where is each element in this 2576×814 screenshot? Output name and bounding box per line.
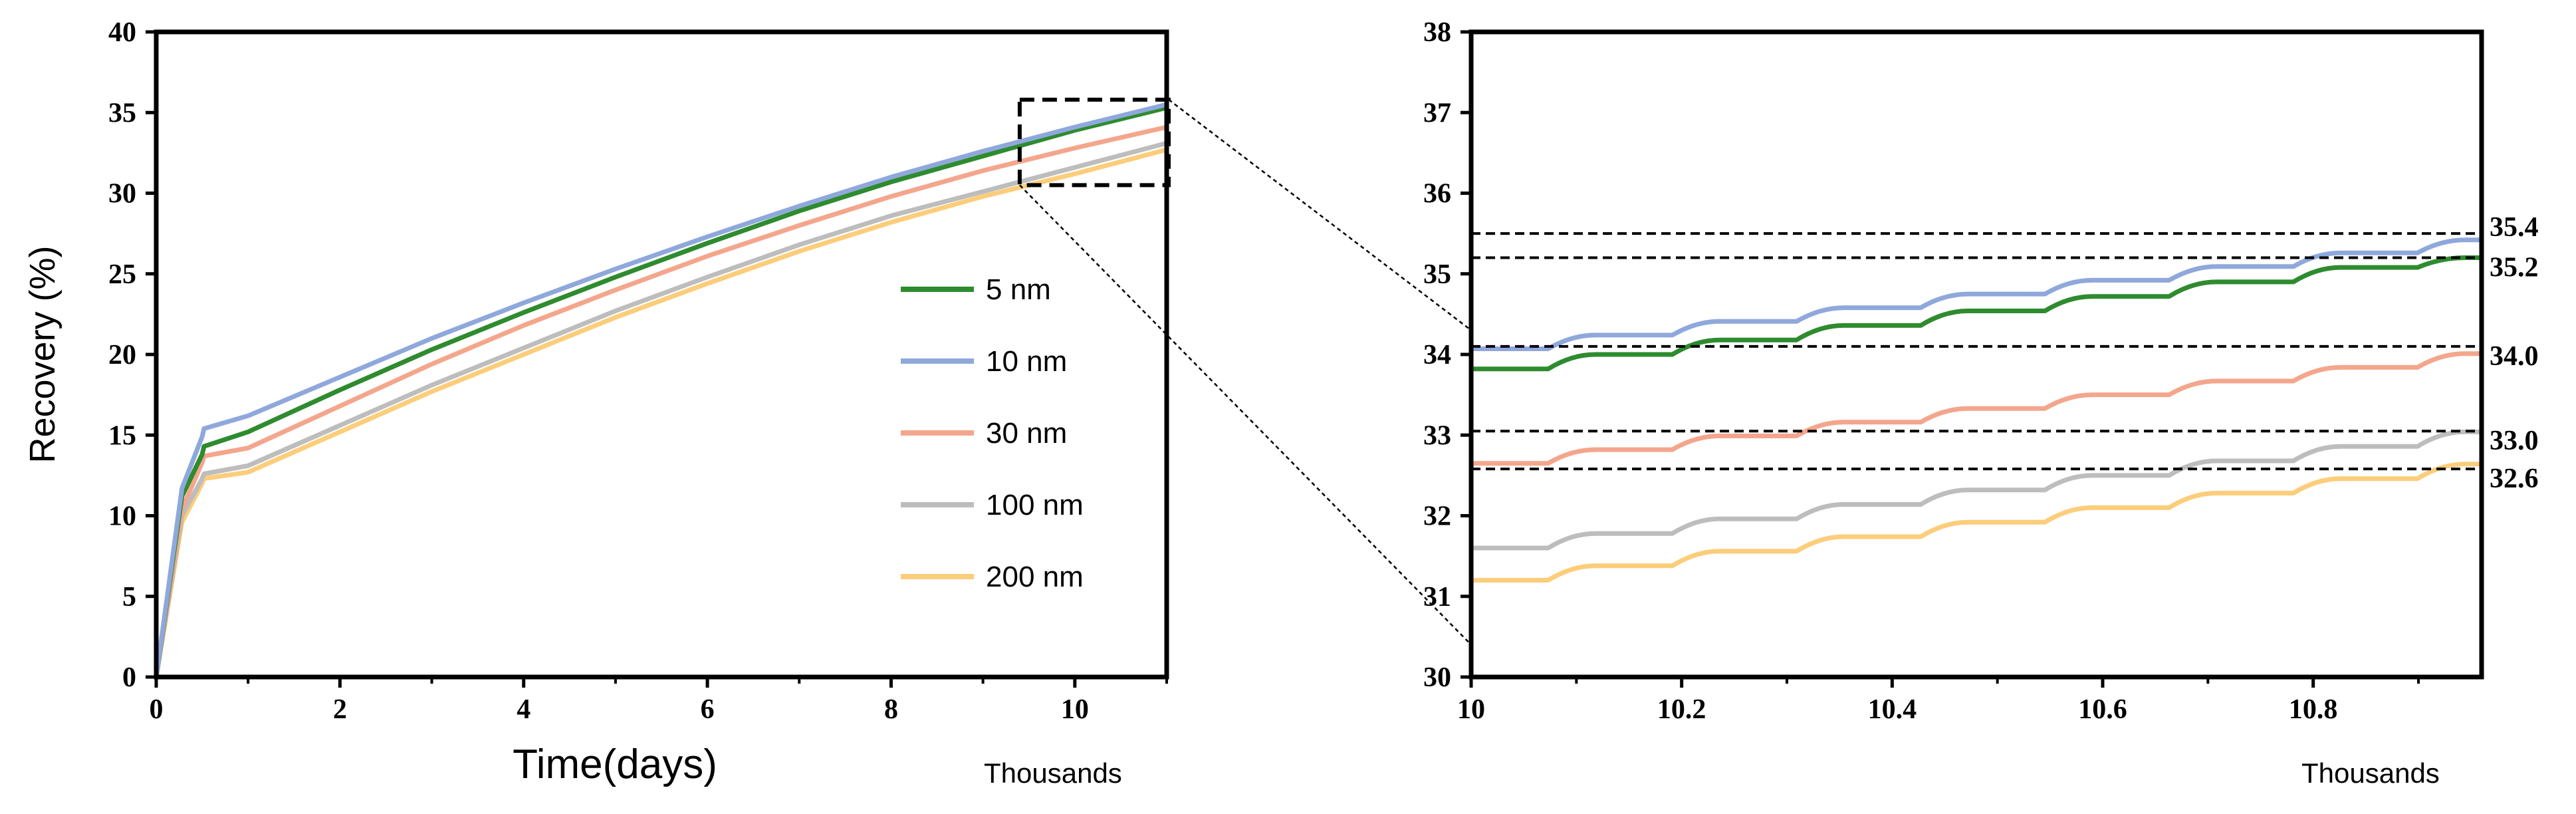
right-y-tick-label: 32 bbox=[1423, 501, 1451, 532]
right-x-tick-label: 10.4 bbox=[1868, 694, 1917, 725]
zoom-connector-bottom bbox=[1019, 184, 1472, 646]
left-x-axis-label: Time(days) bbox=[513, 742, 717, 787]
left-y-axis-label: Recovery (%) bbox=[23, 245, 62, 463]
left-chart: 0 5 10 15 20 25 30 35 40 0 2 4 6 8 10 Recovery (%) Tim… bbox=[23, 17, 1171, 789]
right-series-line bbox=[1468, 237, 2484, 351]
right-x-tick-label: 10 bbox=[1457, 694, 1485, 725]
legend-label: 30 nm bbox=[986, 417, 1067, 450]
reference-line-label: 32.6 bbox=[2490, 464, 2539, 494]
left-x-unit-note: Thousands bbox=[984, 757, 1122, 789]
legend-label: 5 nm bbox=[986, 273, 1051, 306]
left-x-tick-label: 4 bbox=[517, 694, 530, 725]
right-x-tick-label: 10.8 bbox=[2289, 694, 2338, 725]
left-y-tick-label: 25 bbox=[108, 259, 136, 290]
left-series-line bbox=[154, 140, 1169, 680]
left-y-tick-label: 10 bbox=[108, 501, 136, 532]
right-x-unit-note: Thousands bbox=[2301, 757, 2440, 789]
right-y-tick-label: 30 bbox=[1423, 662, 1451, 693]
right-y-tick-label: 37 bbox=[1423, 98, 1451, 128]
right-y-tick-label: 35 bbox=[1423, 259, 1451, 290]
left-series-line bbox=[154, 147, 1169, 680]
left-y-tick-label: 30 bbox=[108, 179, 136, 209]
right-chart: 35.4 35.2 34.0 33.0 32.6 30 31 32 33 34 35 36 37 38 1… bbox=[1423, 17, 2539, 789]
left-series-line bbox=[154, 102, 1169, 680]
left-series-line bbox=[154, 105, 1169, 680]
reference-line-label: 35.2 bbox=[2490, 253, 2539, 283]
reference-line-label: 34.0 bbox=[2490, 341, 2539, 372]
legend: 5 nm 10 nm 30 nm 100 nm 200 nm bbox=[901, 273, 1084, 593]
left-x-tick-label: 0 bbox=[150, 694, 164, 725]
right-series-line bbox=[1468, 429, 2484, 551]
reference-line-label: 33.0 bbox=[2490, 426, 2539, 456]
left-y-tick-label: 0 bbox=[122, 662, 136, 693]
left-y-tick-label: 15 bbox=[108, 420, 136, 451]
legend-label: 100 nm bbox=[986, 489, 1084, 521]
right-x-tick-label: 10.2 bbox=[1657, 694, 1706, 725]
left-x-tick-label: 6 bbox=[701, 694, 715, 725]
right-series-line bbox=[1468, 255, 2484, 372]
right-x-tick-label: 10.6 bbox=[2078, 694, 2127, 725]
zoom-connector-top bbox=[1168, 98, 1472, 331]
left-x-tick-label: 8 bbox=[884, 694, 898, 725]
left-y-tick-label: 35 bbox=[108, 98, 136, 128]
left-y-tick-label: 5 bbox=[122, 582, 136, 612]
zoom-connectors bbox=[1019, 98, 1472, 646]
left-series-line bbox=[154, 124, 1169, 680]
legend-label: 200 nm bbox=[986, 561, 1084, 593]
right-y-tick-label: 38 bbox=[1423, 17, 1451, 48]
left-y-tick-label: 20 bbox=[108, 340, 136, 370]
left-y-tick-label: 40 bbox=[108, 17, 136, 48]
right-y-tick-label: 33 bbox=[1423, 420, 1451, 451]
right-series-line bbox=[1468, 462, 2484, 583]
right-y-tick-label: 34 bbox=[1423, 340, 1451, 370]
reference-line-label: 35.4 bbox=[2490, 212, 2539, 243]
left-x-tick-label: 2 bbox=[333, 694, 347, 725]
right-y-tick-label: 36 bbox=[1423, 179, 1451, 209]
legend-label: 10 nm bbox=[986, 345, 1067, 378]
left-x-tick-label: 10 bbox=[1061, 694, 1089, 725]
zoom-box bbox=[1017, 97, 1171, 188]
right-series-line bbox=[1468, 351, 2484, 466]
right-y-tick-label: 31 bbox=[1423, 582, 1451, 612]
